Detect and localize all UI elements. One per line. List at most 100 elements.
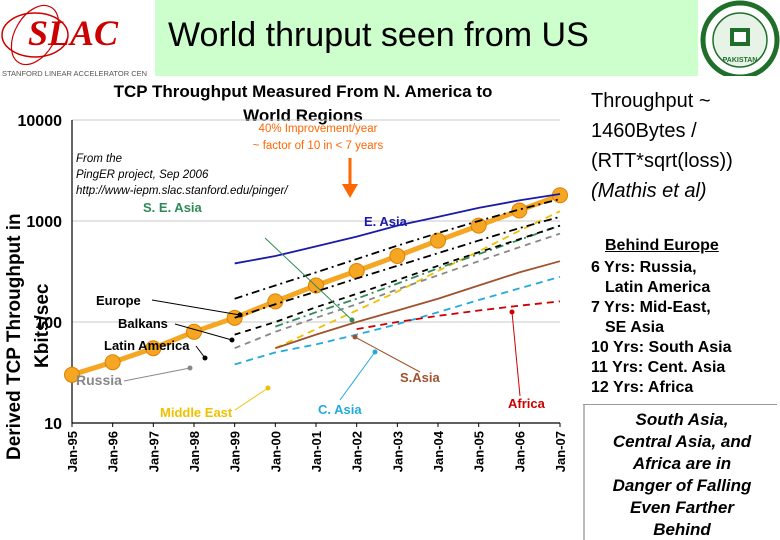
series-label-middle-east: Middle East bbox=[160, 405, 233, 420]
x-tick-label: Jan-05 bbox=[472, 431, 487, 472]
label-pointer-tip bbox=[265, 385, 271, 391]
y-tick-label: 10 bbox=[44, 416, 62, 433]
danger-box: South Asia, Central Asia, and Africa are… bbox=[583, 405, 779, 540]
series-line-balkans bbox=[234, 215, 561, 319]
behind-europe-item: 11 Yrs: Cent. Asia bbox=[591, 359, 726, 376]
series-label-russia: Russia bbox=[76, 372, 122, 388]
title-band bbox=[155, 0, 698, 76]
label-pointer-line bbox=[354, 336, 421, 373]
behind-europe-title: Behind Europe bbox=[605, 237, 719, 254]
y-tick-label: 1000 bbox=[26, 214, 62, 231]
series-label-s-e-asia: S. E. Asia bbox=[143, 200, 203, 215]
behind-europe-item: SE Asia bbox=[605, 319, 664, 336]
label-pointer-line bbox=[264, 237, 353, 321]
formula-citation: (Mathis et al) bbox=[591, 180, 707, 202]
x-tick-label: Jan-98 bbox=[187, 431, 202, 472]
series-label-e-asia: E. Asia bbox=[364, 214, 408, 229]
label-pointer-line bbox=[511, 311, 521, 397]
danger-line: Central Asia, and bbox=[612, 432, 752, 451]
label-pointer-tip bbox=[349, 317, 355, 323]
chart-labels: From the PingER project, Sep 2006 http://w… bbox=[76, 123, 546, 420]
behind-europe-item: Latin America bbox=[605, 279, 711, 296]
series-line-middle-east bbox=[274, 210, 561, 350]
behind-europe-item: 10 Yrs: South Asia bbox=[591, 339, 732, 356]
slide-title: World thruput seen from US bbox=[168, 16, 589, 54]
x-tick-label: Jan-00 bbox=[268, 431, 283, 472]
label-pointer-line bbox=[234, 387, 269, 411]
series-line-s-e-asia bbox=[275, 224, 561, 328]
formula-line: (RTT*sqrt(loss)) bbox=[591, 150, 733, 172]
behind-europe-item: 12 Yrs: Africa bbox=[591, 379, 694, 396]
label-pointer-line bbox=[151, 299, 241, 316]
series-label-africa: Africa bbox=[508, 396, 546, 411]
y-axis-label: Derived TCP Throughput in bbox=[4, 213, 25, 460]
series-label-latin-america: Latin America bbox=[104, 338, 190, 353]
chart-series bbox=[64, 187, 568, 383]
danger-line: Even Farther bbox=[630, 498, 734, 517]
label-pointer-tip bbox=[202, 355, 208, 361]
chart-title-line-1: TCP Throughput Measured From N. America … bbox=[114, 82, 493, 101]
x-tick-label: Jan-97 bbox=[146, 431, 161, 472]
label-pointer-line bbox=[174, 323, 233, 341]
behind-europe-box: Behind Europe 6 Yrs: Russia, Latin Ameri… bbox=[583, 232, 777, 407]
seal-text: PAKISTAN bbox=[723, 57, 758, 64]
series-line-s-asia bbox=[275, 260, 561, 350]
label-pointer-tip bbox=[352, 334, 358, 340]
label-pointer-tip bbox=[229, 337, 235, 343]
x-tick-label: Jan-06 bbox=[512, 431, 527, 472]
improvement-arrow-head bbox=[342, 184, 358, 198]
x-tick-label: Jan-96 bbox=[106, 431, 121, 472]
series-label-balkans: Balkans bbox=[118, 316, 168, 331]
behind-europe-item: 7 Yrs: Mid-East, bbox=[591, 299, 711, 316]
series-line-africa bbox=[356, 300, 561, 331]
label-pointer-tip bbox=[237, 312, 243, 318]
series-line-c-asia bbox=[234, 275, 561, 366]
series-line-russia bbox=[234, 232, 561, 350]
formula-line: 1460Bytes / bbox=[591, 120, 697, 142]
improvement-marker bbox=[145, 340, 162, 357]
x-tick-label: Jan-99 bbox=[228, 431, 243, 472]
danger-line: Behind bbox=[653, 520, 711, 539]
x-tick-label: Jan-04 bbox=[431, 430, 446, 472]
slac-logo-text: SLAC bbox=[28, 13, 119, 53]
y-tick-label: 10000 bbox=[18, 113, 63, 130]
label-pointer-tip bbox=[187, 365, 193, 371]
label-pointer-line bbox=[339, 351, 376, 401]
behind-europe-item: 6 Yrs: Russia, bbox=[591, 259, 697, 276]
formula-line: Throughput ~ bbox=[591, 90, 711, 112]
y-tick-label: 100 bbox=[35, 315, 62, 332]
slac-logo-subtitle: STANFORD LINEAR ACCELERATOR CEN bbox=[2, 69, 147, 78]
series-line-e-asia bbox=[234, 193, 561, 265]
danger-line: South Asia, bbox=[635, 410, 729, 429]
improvement-marker bbox=[511, 202, 528, 219]
label-pointer-tip bbox=[372, 349, 378, 355]
series-line-latin-america bbox=[234, 224, 561, 336]
x-tick-label: Jan-07 bbox=[553, 431, 568, 472]
x-tick-label: Jan-01 bbox=[309, 431, 324, 472]
series-label-europe: Europe bbox=[96, 293, 141, 308]
throughput-chart: TCP Throughput Measured From N. America … bbox=[18, 82, 569, 472]
university-seal: PAKISTAN bbox=[700, 0, 780, 80]
source-note-line: From the bbox=[76, 153, 122, 165]
source-note-line: PingER project, Sep 2006 bbox=[76, 169, 209, 181]
improvement-marker bbox=[64, 366, 80, 383]
x-tick-label: Jan-03 bbox=[390, 431, 405, 472]
improvement-marker bbox=[430, 232, 446, 249]
series-label-c-asia: C. Asia bbox=[318, 402, 362, 417]
improvement-note-line: 40% Improvement/year bbox=[259, 123, 378, 135]
slac-logo: SLAC STANFORD LINEAR ACCELERATOR CEN bbox=[1, 4, 147, 78]
improvement-note-line: ~ factor of 10 in < 7 years bbox=[253, 140, 384, 152]
danger-line: Danger of Falling bbox=[612, 476, 752, 495]
improvement-marker bbox=[389, 248, 406, 265]
label-pointer-tip bbox=[509, 309, 515, 315]
series-label-s-asia: S.Asia bbox=[400, 370, 441, 385]
source-note-line: http://www-iepm.slac.stanford.edu/pinger… bbox=[76, 185, 289, 197]
danger-line: Africa are in bbox=[632, 454, 732, 473]
x-tick-label: Jan-95 bbox=[65, 431, 80, 472]
x-tick-label: Jan-02 bbox=[350, 431, 365, 472]
series-line-europe bbox=[234, 198, 561, 300]
y-axis-unit-label: Kbits/sec bbox=[32, 283, 53, 368]
label-pointer-line bbox=[123, 367, 191, 382]
improvement-marker bbox=[104, 354, 121, 371]
